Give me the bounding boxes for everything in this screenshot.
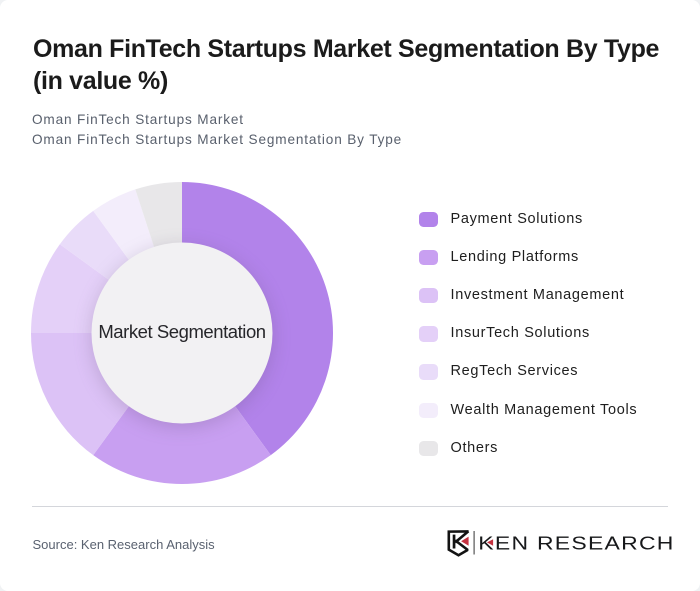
svg-text:KEN RESEARCH: KEN RESEARCH bbox=[478, 533, 674, 553]
